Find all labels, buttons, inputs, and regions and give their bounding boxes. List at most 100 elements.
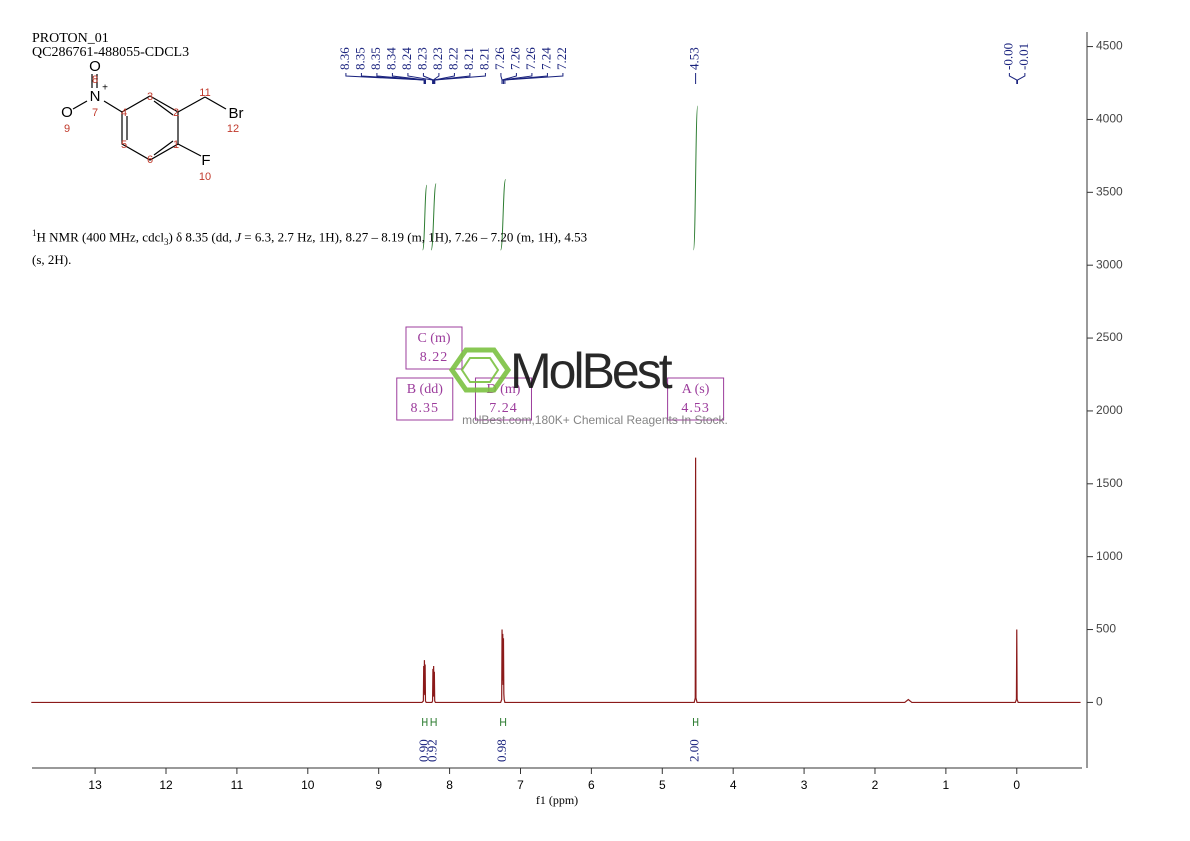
atom-number: 6 [147, 154, 153, 166]
y-tick-label: 1000 [1096, 549, 1123, 563]
y-tick-label: 3500 [1096, 184, 1123, 198]
atom: O [89, 58, 101, 75]
peak-label: 8.21 [461, 47, 476, 70]
peak-connector [407, 73, 434, 84]
peak-label: 8.22 [445, 47, 460, 70]
peak-label: 8.21 [476, 47, 491, 70]
integral-label: 2.00 [687, 739, 702, 762]
y-tick-label: 2000 [1096, 403, 1123, 417]
spectrum [31, 457, 1081, 704]
integral-label: 0.92 [425, 739, 440, 762]
peak-label: 7.26 [523, 47, 538, 70]
integral-curve [422, 184, 428, 251]
y-tick-label: 2500 [1096, 330, 1123, 344]
multiplet-shift: 4.53 [681, 401, 710, 416]
peak-label: 7.24 [538, 47, 553, 70]
bond [153, 140, 174, 156]
y-tick-label: 0 [1096, 695, 1103, 709]
peak-connector [433, 73, 455, 84]
atom-number: 8 [92, 74, 98, 86]
integral-bracket [422, 718, 428, 726]
peak-connector [1016, 73, 1026, 84]
x-tick-label: 8 [446, 778, 453, 792]
peak-label: 8.23 [430, 47, 445, 70]
x-axis-label: f1 (ppm) [536, 793, 578, 807]
x-tick-label: 11 [231, 778, 244, 792]
peak-connector [432, 73, 440, 84]
peak-label: -0.01 [1016, 43, 1031, 70]
atom-number: 2 [173, 107, 179, 119]
structure [72, 74, 227, 161]
atom-number: 10 [199, 171, 211, 183]
peak-label: -0.00 [1000, 43, 1015, 70]
bond [177, 143, 202, 157]
logo-icon [448, 347, 512, 393]
x-tick-label: 3 [801, 778, 808, 792]
x-tick-label: 9 [375, 778, 382, 792]
atom-number: 7 [92, 107, 98, 119]
bond [177, 96, 206, 113]
peak-connector [434, 73, 486, 84]
x-tick-label: 1 [943, 778, 950, 792]
y-tick-label: 3000 [1096, 257, 1123, 271]
peak-label: 8.35 [368, 47, 383, 70]
peak-label: 8.36 [337, 47, 352, 70]
description-part: ) δ 8.35 (dd, [168, 229, 236, 245]
atom-number: 1 [173, 139, 179, 151]
description-part: H NMR (400 MHz, cdcl [36, 229, 164, 245]
logo-icon [460, 357, 500, 383]
atom: N [90, 88, 101, 105]
multiplet-box: C (m) 8.22 [405, 326, 463, 370]
atom-number: 12 [227, 123, 239, 135]
peak-connector [391, 73, 426, 84]
y-tick-label: 500 [1096, 622, 1116, 636]
multiplet-shift: 8.22 [420, 350, 449, 365]
peak-connector [501, 73, 533, 84]
bond [204, 96, 227, 110]
description-part: 3 [163, 236, 169, 247]
x-tick-label: 4 [730, 778, 737, 792]
integral-bracket [692, 718, 699, 726]
x-tick-label: 12 [159, 778, 173, 792]
peak-label: 8.23 [414, 47, 429, 70]
bond [72, 100, 88, 110]
integral-label: 0.98 [494, 739, 509, 762]
integral-bracket [430, 718, 437, 726]
description-part: J [235, 229, 242, 245]
watermark: MolBest molBest.com,180K+ Chemical Reage… [448, 343, 728, 427]
multiplet-name: C (m) [417, 331, 450, 346]
description-part: = 6.3, 2.7 Hz, 1H), 8.27 – 8.19 (m, 1H),… [32, 229, 588, 267]
peak-label: 7.26 [507, 47, 522, 70]
atom-number: 11 [199, 87, 210, 99]
description: 1H NMR (400 MHz, cdcl3) δ 8.35 (dd, J = … [32, 224, 592, 269]
integral-curve [692, 105, 699, 251]
atom: Br [229, 105, 244, 122]
x-tick-label: 0 [1013, 778, 1020, 792]
multiplet-shift: 8.35 [411, 401, 440, 416]
logo-text: MolBest [510, 343, 673, 399]
peak-label: 8.35 [352, 47, 367, 70]
ring [121, 95, 179, 161]
integral-bracket [500, 718, 507, 726]
atom-number: 5 [121, 139, 127, 151]
multiplet-name: B (dd) [407, 382, 444, 397]
multiplet-frame [667, 377, 725, 421]
atom-charge: + [102, 83, 108, 94]
peak-connector [345, 73, 425, 84]
x-tick-label: 7 [517, 778, 524, 792]
multiplet-box: A (s) 4.53 [667, 377, 725, 421]
x-tick-label: 6 [588, 778, 595, 792]
integral-curve [500, 178, 507, 251]
y-tick-label: 4500 [1096, 39, 1123, 53]
multiplet-name: A (s) [682, 382, 710, 397]
multiplet-box: B (dd) 8.35 [396, 377, 454, 421]
peak-connector [1008, 73, 1018, 84]
bond [153, 100, 174, 116]
peak-label: 7.22 [554, 47, 569, 70]
x-tick-label: 13 [88, 778, 102, 792]
peak-connector [502, 73, 548, 84]
description-part: 1 [32, 228, 37, 238]
chart-subtitle: QC286761-488055-CDCL3 [32, 45, 189, 60]
